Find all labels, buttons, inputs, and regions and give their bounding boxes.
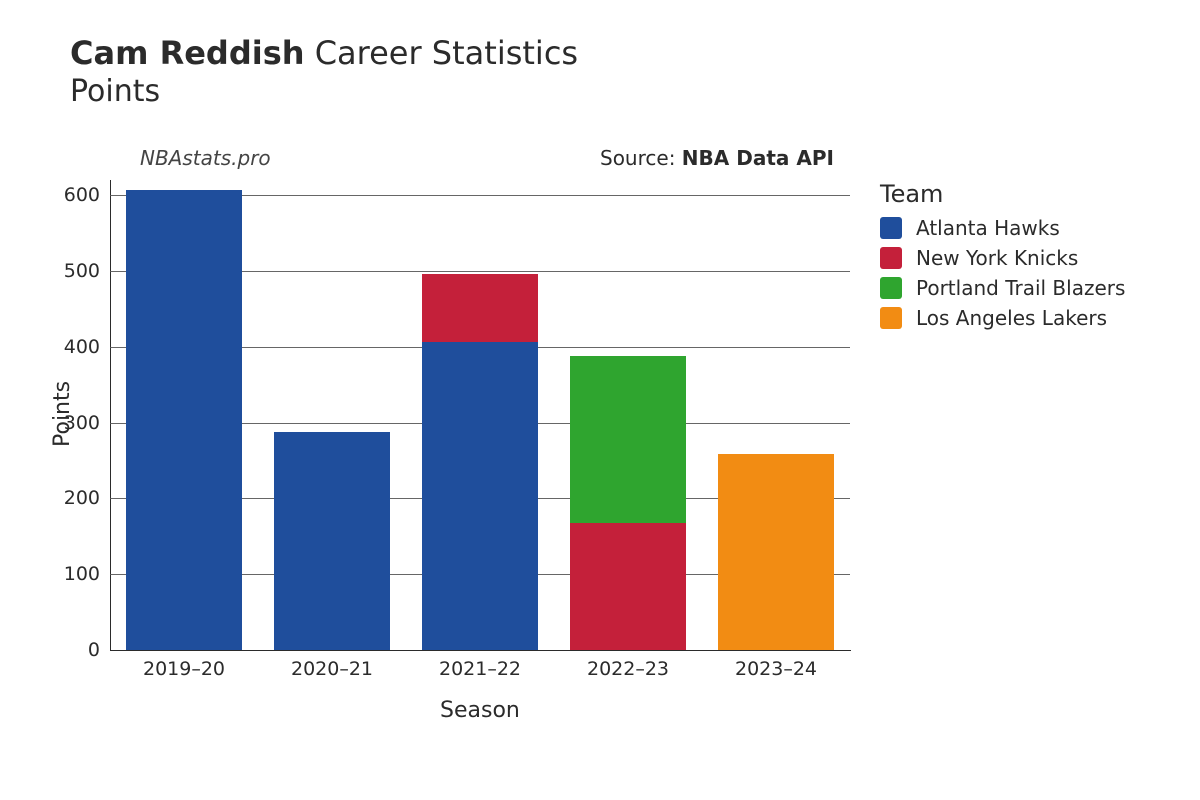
legend-item: Los Angeles Lakers — [880, 306, 1125, 330]
legend-title: Team — [880, 180, 1125, 208]
y-axis-title: Points — [50, 381, 75, 447]
legend-label: Portland Trail Blazers — [916, 276, 1125, 300]
y-tick-label: 500 — [64, 260, 110, 282]
legend-swatch — [880, 307, 902, 329]
bar-segment — [570, 523, 685, 650]
x-tick-label: 2019–20 — [143, 650, 225, 680]
y-tick-label: 0 — [88, 639, 110, 661]
y-tick-label: 100 — [64, 563, 110, 585]
plot-area: 01002003004005006002019–202020–212021–22… — [110, 180, 850, 650]
x-tick-label: 2023–24 — [735, 650, 817, 680]
bar-segment — [126, 190, 241, 650]
x-tick-label: 2021–22 — [439, 650, 521, 680]
legend: Team Atlanta Hawks New York Knicks Portlan… — [880, 180, 1125, 336]
legend-swatch — [880, 247, 902, 269]
bar-segment — [422, 342, 537, 650]
bar-segment — [274, 432, 389, 650]
source-attribution: Source: NBA Data API — [600, 146, 834, 170]
y-tick-label: 200 — [64, 487, 110, 509]
chart-container: Cam Reddish Career Statistics Points NBA… — [0, 0, 1200, 800]
title-subtitle: Points — [70, 74, 578, 109]
chart-title: Cam Reddish Career Statistics Points — [70, 34, 578, 109]
y-tick-label: 600 — [64, 184, 110, 206]
title-rest: Career Statistics — [305, 34, 579, 72]
bar-segment — [718, 454, 833, 650]
x-tick-label: 2020–21 — [291, 650, 373, 680]
source-name: NBA Data API — [682, 146, 834, 170]
title-line-1: Cam Reddish Career Statistics — [70, 34, 578, 72]
x-axis-title: Season — [440, 698, 520, 723]
legend-label: Los Angeles Lakers — [916, 306, 1107, 330]
y-tick-label: 400 — [64, 336, 110, 358]
title-player-name: Cam Reddish — [70, 34, 305, 72]
bar-segment — [422, 274, 537, 342]
bar-segment — [570, 356, 685, 523]
legend-label: New York Knicks — [916, 246, 1078, 270]
legend-item: Atlanta Hawks — [880, 216, 1125, 240]
legend-label: Atlanta Hawks — [916, 216, 1060, 240]
legend-item: New York Knicks — [880, 246, 1125, 270]
x-tick-label: 2022–23 — [587, 650, 669, 680]
source-prefix: Source: — [600, 146, 682, 170]
legend-item: Portland Trail Blazers — [880, 276, 1125, 300]
legend-swatch — [880, 277, 902, 299]
watermark: NBAstats.pro — [140, 146, 271, 170]
legend-swatch — [880, 217, 902, 239]
